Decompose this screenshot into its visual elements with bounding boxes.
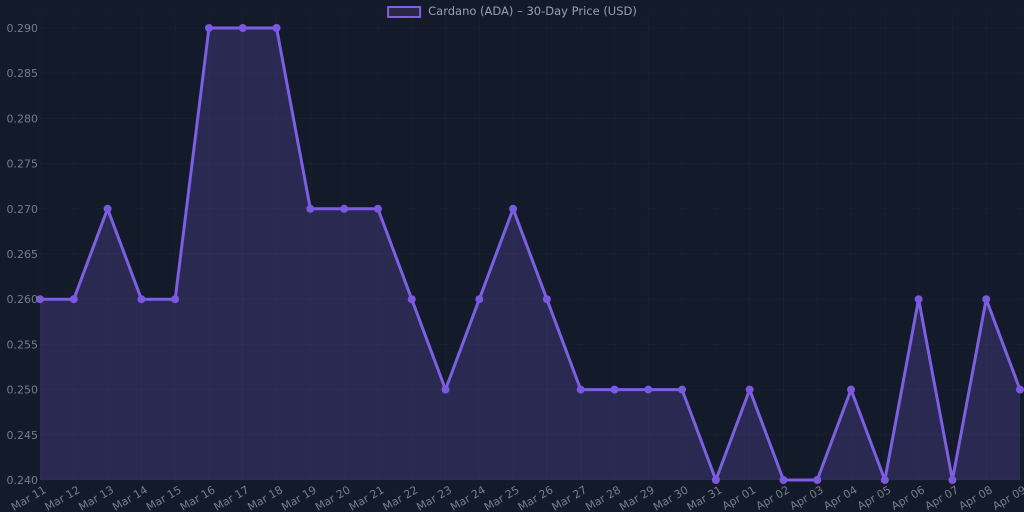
x-tick-label: Mar 30 bbox=[651, 483, 691, 512]
x-tick-label: Mar 29 bbox=[617, 483, 657, 512]
data-point-mar-26[interactable] bbox=[542, 295, 551, 304]
x-tick-label: Apr 04 bbox=[821, 483, 859, 512]
legend-item[interactable]: Cardano (ADA) – 30-Day Price (USD) bbox=[387, 6, 637, 18]
data-point-mar-12[interactable] bbox=[69, 295, 78, 304]
x-tick-label: Apr 03 bbox=[788, 483, 826, 512]
x-tick-label: Mar 24 bbox=[448, 483, 488, 512]
data-point-apr-01[interactable] bbox=[745, 385, 754, 394]
x-tick-label: Mar 12 bbox=[43, 483, 83, 512]
data-point-mar-16[interactable] bbox=[204, 24, 213, 32]
data-point-mar-24[interactable] bbox=[475, 295, 484, 304]
data-point-mar-19[interactable] bbox=[306, 204, 315, 213]
x-tick-label: Mar 23 bbox=[414, 483, 454, 512]
y-tick-label: 0.285 bbox=[7, 67, 39, 80]
x-tick-label: Mar 31 bbox=[685, 483, 725, 512]
data-point-mar-13[interactable] bbox=[103, 204, 112, 213]
x-tick-label: Mar 19 bbox=[279, 483, 319, 512]
price-line bbox=[38, 26, 1022, 482]
y-tick-label: 0.290 bbox=[7, 22, 39, 35]
x-tick-label: Mar 14 bbox=[110, 483, 150, 512]
y-tick-label: 0.245 bbox=[7, 429, 39, 442]
data-point-apr-04[interactable] bbox=[847, 385, 856, 394]
data-point-mar-18[interactable] bbox=[272, 24, 281, 32]
price-area bbox=[40, 28, 1020, 480]
legend-label: Cardano (ADA) – 30-Day Price (USD) bbox=[428, 4, 637, 19]
data-point-apr-09[interactable] bbox=[1016, 385, 1024, 394]
y-tick-label: 0.260 bbox=[7, 293, 39, 306]
data-point-apr-07[interactable] bbox=[948, 476, 957, 484]
data-point-apr-06[interactable] bbox=[914, 295, 923, 304]
x-tick-label: Mar 11 bbox=[9, 483, 49, 512]
x-tick-label: Apr 01 bbox=[720, 483, 758, 512]
x-tick-label: Apr 02 bbox=[754, 483, 792, 512]
data-point-mar-27[interactable] bbox=[576, 385, 585, 394]
data-point-mar-20[interactable] bbox=[340, 204, 349, 213]
x-tick-label: Mar 17 bbox=[212, 483, 252, 512]
y-tick-label: 0.280 bbox=[7, 112, 39, 125]
x-tick-label: Mar 22 bbox=[381, 483, 421, 512]
y-tick-label: 0.250 bbox=[7, 384, 39, 397]
y-tick-label: 0.275 bbox=[7, 158, 39, 171]
x-tick-label: Apr 06 bbox=[889, 483, 927, 512]
x-tick-label: Mar 21 bbox=[347, 483, 387, 512]
data-point-apr-05[interactable] bbox=[880, 476, 889, 484]
x-tick-label: Mar 28 bbox=[583, 483, 623, 512]
data-point-apr-03[interactable] bbox=[813, 476, 822, 484]
x-tick-label: Mar 26 bbox=[516, 483, 556, 512]
x-tick-label: Mar 25 bbox=[482, 483, 522, 512]
x-tick-label: Mar 20 bbox=[313, 483, 353, 512]
x-tick-label: Apr 09 bbox=[990, 483, 1024, 512]
data-point-mar-30[interactable] bbox=[678, 385, 687, 394]
data-point-mar-14[interactable] bbox=[137, 295, 146, 304]
x-tick-label: Apr 08 bbox=[957, 483, 995, 512]
data-point-mar-29[interactable] bbox=[644, 385, 653, 394]
data-point-mar-25[interactable] bbox=[509, 204, 518, 213]
x-tick-label: Mar 13 bbox=[76, 483, 116, 512]
y-tick-label: 0.265 bbox=[7, 248, 39, 261]
legend-swatch bbox=[387, 6, 422, 18]
data-point-apr-02[interactable] bbox=[779, 476, 788, 484]
data-point-mar-22[interactable] bbox=[407, 295, 416, 304]
y-tick-label: 0.255 bbox=[7, 338, 39, 351]
x-tick-label: Mar 16 bbox=[178, 483, 218, 512]
x-tick-label: Mar 15 bbox=[144, 483, 184, 512]
x-tick-label: Mar 27 bbox=[550, 483, 590, 512]
data-point-mar-11[interactable] bbox=[36, 295, 44, 304]
data-point-mar-28[interactable] bbox=[610, 385, 619, 394]
data-point-apr-08[interactable] bbox=[982, 295, 991, 304]
data-point-mar-21[interactable] bbox=[373, 204, 382, 213]
data-point-mar-23[interactable] bbox=[441, 385, 450, 394]
x-tick-label: Apr 05 bbox=[855, 483, 893, 512]
data-point-mar-17[interactable] bbox=[238, 24, 247, 32]
y-tick-label: 0.240 bbox=[7, 474, 39, 487]
x-tick-label: Mar 18 bbox=[245, 483, 285, 512]
x-tick-label: Apr 07 bbox=[923, 483, 961, 512]
y-tick-label: 0.270 bbox=[7, 203, 39, 216]
data-point-mar-15[interactable] bbox=[171, 295, 180, 304]
data-point-mar-31[interactable] bbox=[711, 476, 720, 484]
